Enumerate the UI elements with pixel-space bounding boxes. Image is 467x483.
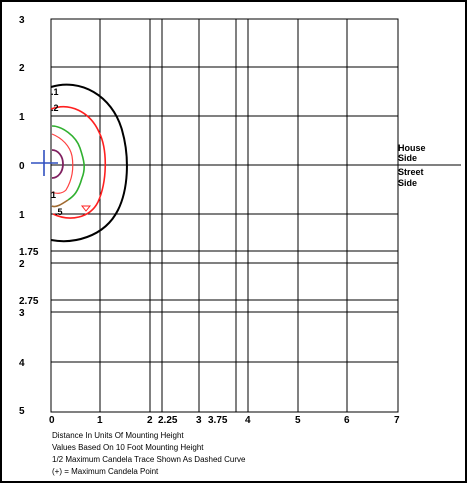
house-side-label: House xyxy=(398,143,426,153)
x-label: 4 xyxy=(245,415,251,426)
x-label: 3 xyxy=(196,415,202,426)
house-side-label-2: Side xyxy=(398,153,417,163)
contour-label-1: 1 xyxy=(51,190,56,200)
y-label: 3 xyxy=(19,308,25,319)
x-label: 3.75 xyxy=(208,415,228,426)
vertical-grid-lines xyxy=(99,19,348,412)
y-label: 2 xyxy=(19,63,25,74)
y-label: 1 xyxy=(19,112,25,123)
max-candela-point xyxy=(31,150,58,176)
horizontal-grid-lines xyxy=(51,66,461,363)
x-label: 2.25 xyxy=(158,415,178,426)
street-side-label: Street xyxy=(398,167,424,177)
contour-label-0-5: .5 xyxy=(55,207,63,217)
y-label: 0 xyxy=(19,161,25,172)
y-label: 5 xyxy=(19,406,25,417)
contour-small-triangle xyxy=(80,205,92,212)
contour-label-0-1: .1 xyxy=(51,87,59,97)
note-line-1: Distance In Units Of Mounting Height xyxy=(52,431,184,440)
note-line-3: 1/2 Maximum Candela Trace Shown As Dashe… xyxy=(52,455,246,464)
x-axis-labels: 0 1 2 2.25 3 3.75 4 5 6 7 xyxy=(49,415,400,426)
x-label: 1 xyxy=(97,415,103,426)
y-label: 3 xyxy=(19,15,25,26)
contour-0-2 xyxy=(50,105,107,219)
contour-inner xyxy=(51,149,64,179)
y-label: 2.75 xyxy=(19,296,39,307)
contour-labels: .1 .2 1 .5 xyxy=(51,87,63,217)
y-axis-labels: 3 2 1 0 1 1.75 2 2.75 3 4 5 xyxy=(19,15,39,417)
y-label: 1 xyxy=(19,210,25,221)
y-label: 1.75 xyxy=(19,247,39,258)
y-label: 2 xyxy=(19,259,25,270)
note-line-2: Values Based On 10 Foot Mounting Height xyxy=(52,443,204,452)
grid-outline xyxy=(50,18,399,413)
notes: Distance In Units Of Mounting Height Val… xyxy=(52,431,246,476)
street-side-label-2: Side xyxy=(398,178,417,188)
x-label: 5 xyxy=(295,415,301,426)
x-label: 0 xyxy=(49,415,55,426)
side-labels: House Side Street Side xyxy=(398,143,426,188)
contours xyxy=(50,83,128,243)
contour-0-5-brown xyxy=(51,199,69,208)
contour-label-0-2: .2 xyxy=(51,103,59,113)
contour-0-1 xyxy=(50,83,128,243)
note-line-4: (+) = Maximum Candela Point xyxy=(52,467,159,476)
contour-0-5 xyxy=(51,125,85,201)
y-label: 4 xyxy=(19,358,25,369)
contour-1 xyxy=(51,133,74,194)
x-label: 6 xyxy=(344,415,350,426)
x-label: 7 xyxy=(394,415,400,426)
x-label: 2 xyxy=(147,415,153,426)
